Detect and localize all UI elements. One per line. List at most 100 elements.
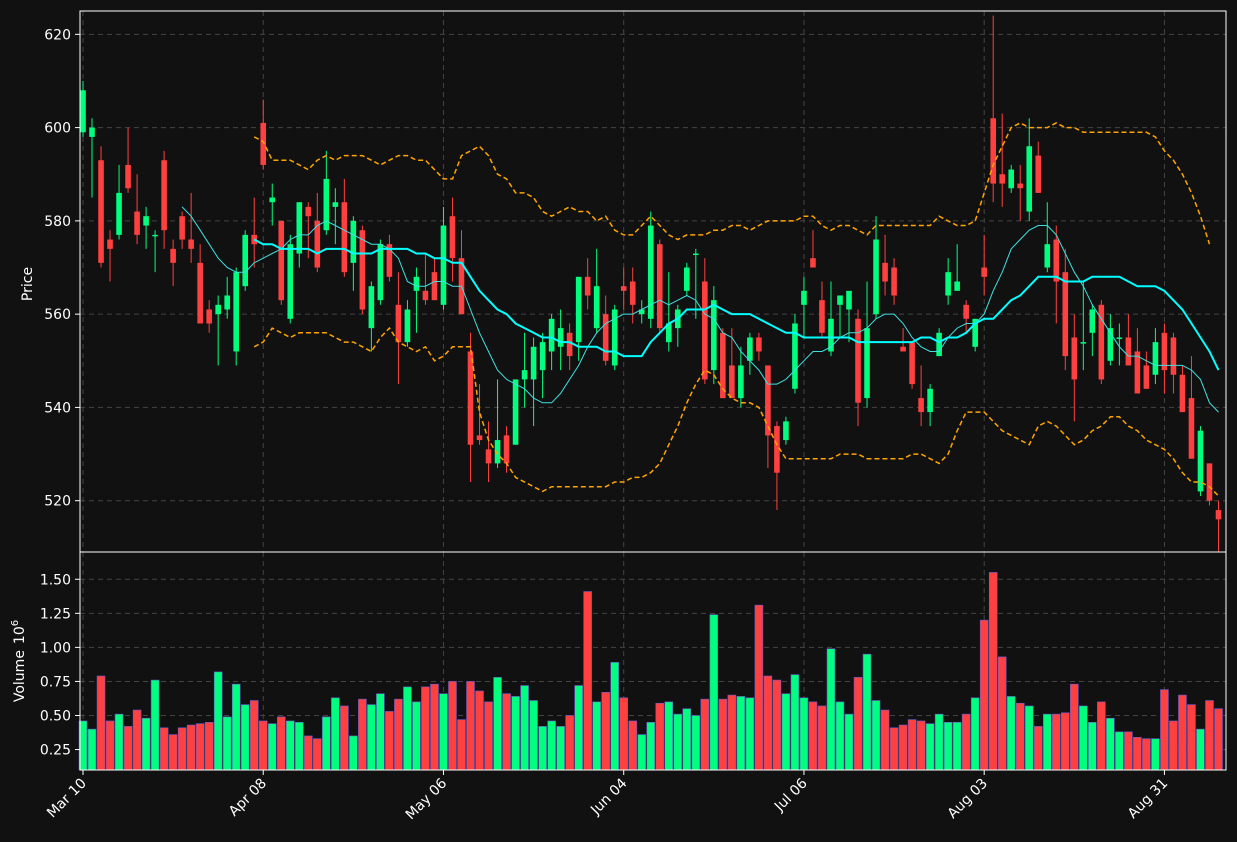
- volume-bar: [556, 726, 565, 771]
- candle-body: [1017, 183, 1024, 189]
- candle-body: [1035, 155, 1042, 193]
- price-y-tick-label: 620: [44, 27, 71, 43]
- volume-bar: [520, 685, 529, 771]
- volume-label-text: Volume: [12, 650, 28, 702]
- volume-y-tick-label: 1.25: [40, 606, 71, 622]
- candle-body: [80, 90, 86, 133]
- candle-body: [494, 440, 501, 464]
- candle-body: [431, 272, 438, 301]
- candle-body: [575, 276, 582, 343]
- candle-body: [909, 342, 915, 385]
- volume-bar: [979, 619, 989, 771]
- candle-body: [278, 220, 285, 301]
- volume-bar: [123, 726, 133, 771]
- candle-body: [927, 388, 933, 413]
- candle-body: [134, 211, 140, 235]
- volume-bar: [340, 705, 349, 771]
- volume-panel-frame: [79, 551, 1227, 771]
- volume-bar: [898, 724, 908, 771]
- volume-y-axis: 0.25 0.50 0.75 1.00 1.25 1.50: [40, 572, 80, 759]
- volume-bar: [529, 700, 538, 771]
- candle-body: [602, 314, 609, 361]
- candle-body: [350, 220, 357, 263]
- candle-body: [855, 318, 861, 403]
- candle-body: [548, 318, 555, 352]
- volume-bar: [367, 704, 376, 771]
- volume-bar: [141, 717, 151, 771]
- volume-bar: [1196, 728, 1205, 771]
- candle-body: [1188, 398, 1195, 459]
- candle-body: [1179, 374, 1186, 413]
- candle-body: [945, 272, 951, 296]
- candle-body: [98, 160, 104, 263]
- volume-bar: [619, 697, 628, 771]
- volume-bar: [655, 702, 665, 771]
- volume-bar: [448, 681, 457, 771]
- volume-bar: [1043, 713, 1052, 771]
- candle-body: [1071, 337, 1078, 380]
- volume-bar: [430, 683, 439, 771]
- volume-bar: [583, 591, 592, 771]
- price-y-tick-label: 580: [44, 214, 71, 230]
- volume-bar: [646, 722, 656, 771]
- volume-bars: [78, 572, 1223, 771]
- candle-body: [440, 225, 447, 305]
- candle-body: [305, 206, 312, 217]
- candle-body: [557, 328, 564, 347]
- candle-body: [521, 370, 528, 380]
- candle-body: [341, 202, 348, 273]
- volume-y-tick-label: 0.75: [40, 674, 71, 690]
- candle-body: [377, 244, 384, 301]
- candle-body: [684, 267, 690, 291]
- indicator-lines: [181, 122, 1220, 497]
- volume-y-axis-label: Volume 106: [10, 620, 28, 702]
- volume-bar: [304, 735, 313, 771]
- volume-bar: [96, 675, 106, 771]
- volume-bar: [574, 685, 583, 771]
- volume-bar: [412, 701, 421, 771]
- candle-body: [801, 290, 807, 305]
- volume-bar: [195, 723, 205, 771]
- candle-body: [359, 230, 366, 310]
- volume-bar: [511, 696, 520, 771]
- volume-bar: [1097, 701, 1106, 771]
- candle-body: [269, 197, 276, 203]
- volume-bar: [114, 713, 124, 771]
- candle-body: [702, 281, 708, 380]
- volume-bar: [376, 693, 385, 771]
- candle-body: [476, 435, 483, 441]
- volume-bar: [132, 709, 142, 771]
- candle-body: [828, 318, 834, 352]
- volume-bar: [763, 675, 773, 771]
- volume-bar: [592, 701, 601, 771]
- volume-bar: [988, 572, 998, 771]
- volume-bar: [1079, 705, 1088, 771]
- volume-y-tick-label: 1.50: [40, 572, 71, 588]
- candle-body: [665, 323, 672, 343]
- candle-body: [368, 286, 375, 329]
- volume-bar: [835, 701, 845, 771]
- candle-body: [206, 309, 212, 324]
- volume-bar: [817, 705, 827, 771]
- volume-bar: [637, 734, 647, 771]
- volume-bar: [313, 738, 322, 771]
- candle-body: [197, 262, 203, 324]
- candle-body: [296, 202, 303, 254]
- candle-body: [693, 253, 699, 256]
- candle-body: [1107, 328, 1114, 361]
- volume-bar: [700, 698, 710, 771]
- volume-bar: [322, 716, 331, 771]
- volume-bar: [1133, 736, 1142, 771]
- volume-bar: [258, 720, 268, 771]
- volume-bar: [709, 614, 719, 771]
- candle-body: [882, 262, 888, 282]
- volume-bar: [159, 727, 169, 771]
- price-y-tick-label: 560: [44, 307, 71, 323]
- price-y-axis: 520 540 560 580 600 620: [44, 27, 80, 510]
- volume-bar: [1115, 731, 1124, 771]
- volume-bar: [1052, 713, 1061, 771]
- volume-y-tick-label: 1.00: [40, 640, 71, 656]
- volume-bar: [889, 727, 899, 771]
- candle-body: [819, 300, 825, 333]
